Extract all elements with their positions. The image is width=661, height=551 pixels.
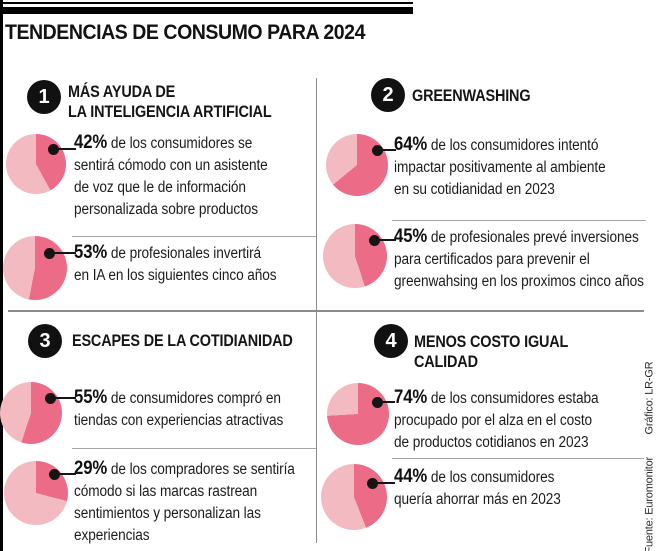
pie-chart-42 (6, 134, 66, 194)
section-1-title: MÁS AYUDA DE LA INTELIGENCIA ARTIFICIAL (68, 82, 272, 121)
stat-separator-line (72, 236, 316, 237)
stat-text-64: 64% de los consumidores intentó impactar… (394, 134, 661, 201)
callout-connector-line (373, 239, 396, 241)
stat-percent: 42% (74, 132, 108, 153)
callout-connector-line (376, 149, 396, 151)
stat-separator-line (72, 448, 316, 449)
stat-percent: 29% (74, 458, 108, 479)
stat-text-42: 42% de los consumidores se sentirá cómod… (74, 132, 364, 221)
pie-chart-55 (0, 382, 62, 444)
stat-percent: 64% (394, 134, 428, 155)
callout-connector-line (376, 401, 395, 403)
credits-sidebar: Fuente: Euromonitor Gráfico: LR-GR (642, 362, 657, 551)
section-4-number-badge: 4 (374, 324, 408, 358)
callout-connector-line (49, 397, 76, 399)
stat-separator-line (392, 220, 646, 221)
callout-connector-line (53, 473, 76, 475)
page-title: TENDENCIAS DE CONSUMO PARA 2024 (5, 21, 365, 44)
stat-description: de profesionales prevé inversiones para … (394, 229, 644, 290)
section-4-title: MENOS COSTO IGUAL CALIDAD (414, 332, 568, 371)
section-3-number-badge: 3 (28, 324, 62, 358)
section-2-title: GREENWASHING (412, 86, 531, 105)
top-thick-rule (0, 7, 413, 14)
pie-chart-53 (3, 236, 67, 300)
stat-percent: 45% (394, 226, 428, 247)
stat-text-53: 53% de profesionales invertirá en IA en … (74, 242, 364, 287)
stat-percent: 55% (74, 387, 108, 408)
stat-text-29: 29% de los compradores se sentiría cómod… (74, 458, 364, 547)
pie-chart-44 (321, 464, 387, 530)
pie-chart-74 (327, 383, 389, 445)
callout-connector-line (371, 482, 395, 484)
stat-text-55: 55% de consumidores compró en tiendas co… (74, 387, 364, 432)
callout-connector-line (53, 148, 76, 150)
stat-description: de consumidores compró en tiendas con ex… (74, 390, 284, 429)
section-1-number-badge: 1 (27, 80, 61, 114)
stat-description: de los consumidores intentó impactar pos… (394, 137, 606, 198)
stat-percent: 74% (394, 387, 428, 408)
pie-chart-64 (326, 134, 388, 196)
stat-description: de profesionales invertirá en IA en los … (74, 245, 277, 284)
stat-separator-line (392, 458, 644, 459)
top-thin-rule (0, 2, 413, 4)
stat-percent: 53% (74, 242, 108, 263)
pie-chart-45 (323, 224, 387, 288)
row-divider-line (8, 310, 644, 312)
stat-text-44: 44% de los consumidores quería ahorrar m… (394, 466, 661, 511)
credit-graphic: Gráfico: LR-GR (643, 361, 655, 435)
stat-description: de los consumidores se sentirá cómodo co… (74, 135, 268, 218)
stat-description: de los compradores se sentiría cómodo si… (74, 461, 295, 544)
left-border-rule (0, 0, 3, 551)
stat-text-74: 74% de los consumidores estaba procupado… (394, 387, 661, 454)
section-2-number-badge: 2 (371, 78, 405, 112)
stat-percent: 44% (394, 466, 428, 487)
stat-text-45: 45% de profesionales prevé inversiones p… (394, 226, 661, 293)
credit-source: Fuente: Euromonitor (643, 457, 655, 551)
stat-description: de los consumidores quería ahorrar más e… (394, 469, 561, 508)
callout-connector-line (48, 252, 76, 254)
stat-description: de los consumidores estaba procupado por… (394, 390, 599, 451)
section-3-title: ESCAPES DE LA COTIDIANIDAD (72, 331, 293, 350)
